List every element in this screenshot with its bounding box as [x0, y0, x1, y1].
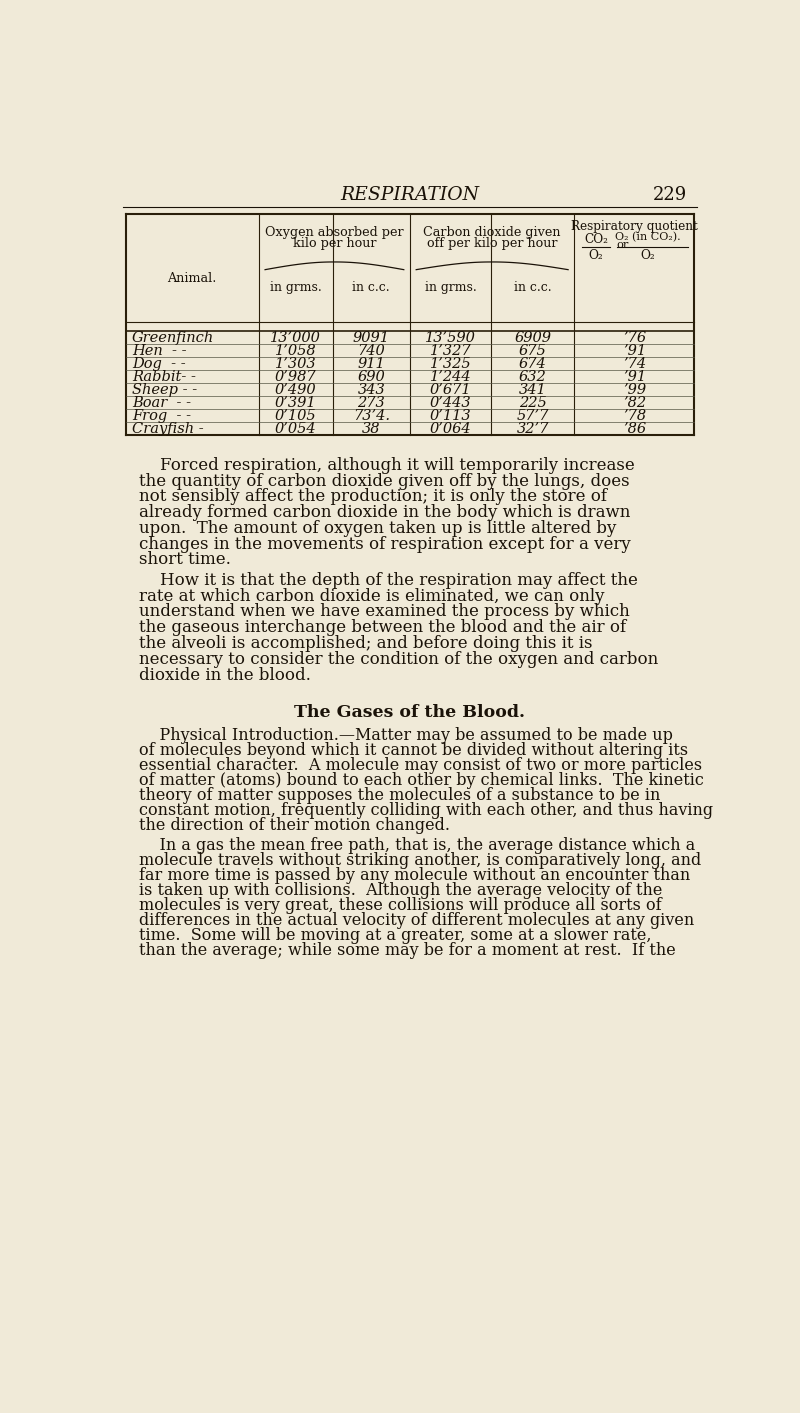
Text: short time.: short time. [138, 551, 230, 568]
Text: 73’4.: 73’4. [353, 408, 390, 422]
Text: ’86: ’86 [623, 421, 646, 435]
Text: off per kilo per hour: off per kilo per hour [427, 237, 558, 250]
Text: Sheep - -: Sheep - - [132, 383, 197, 397]
Text: in c.c.: in c.c. [353, 281, 390, 294]
Text: Carbon dioxide given: Carbon dioxide given [423, 226, 561, 239]
Text: 229: 229 [654, 187, 687, 203]
Text: 273: 273 [358, 396, 385, 410]
Text: Frog  - -: Frog - - [132, 408, 191, 422]
Text: 674: 674 [519, 356, 546, 370]
Text: The Gases of the Blood.: The Gases of the Blood. [294, 704, 526, 721]
Text: ’76: ’76 [623, 331, 646, 345]
Text: in grms.: in grms. [270, 281, 322, 294]
Text: ’99: ’99 [623, 383, 646, 397]
Text: How it is that the depth of the respiration may affect the: How it is that the depth of the respirat… [138, 572, 638, 589]
Text: 1’325: 1’325 [430, 356, 471, 370]
Text: not sensibly affect the production; it is only the store of: not sensibly affect the production; it i… [138, 489, 606, 506]
Text: kilo per hour: kilo per hour [293, 237, 376, 250]
Text: 0’490: 0’490 [275, 383, 317, 397]
Text: molecule travels without striking another, is comparatively long, and: molecule travels without striking anothe… [138, 852, 701, 869]
Text: O₂: O₂ [589, 249, 603, 261]
Text: dioxide in the blood.: dioxide in the blood. [138, 667, 310, 684]
Text: molecules is very great, these collisions will produce all sorts of: molecules is very great, these collision… [138, 897, 662, 914]
Text: 911: 911 [358, 356, 385, 370]
Text: RESPIRATION: RESPIRATION [341, 187, 479, 203]
Text: 632: 632 [519, 370, 546, 384]
Text: 13’590: 13’590 [426, 331, 476, 345]
Text: understand when we have examined the process by which: understand when we have examined the pro… [138, 603, 630, 620]
Text: ’91: ’91 [623, 343, 646, 357]
Text: 0’064: 0’064 [430, 421, 471, 435]
Text: theory of matter supposes the molecules of a substance to be in: theory of matter supposes the molecules … [138, 787, 660, 804]
Text: Physical Introduction.—Matter may be assumed to be made up: Physical Introduction.—Matter may be ass… [138, 728, 673, 745]
Text: ’78: ’78 [623, 408, 646, 422]
Text: the direction of their motion changed.: the direction of their motion changed. [138, 817, 450, 834]
Text: 690: 690 [358, 370, 385, 384]
Text: than the average; while some may be for a moment at rest.  If the: than the average; while some may be for … [138, 942, 675, 959]
Text: 0’054: 0’054 [275, 421, 317, 435]
Text: 675: 675 [519, 343, 546, 357]
Text: 0’113: 0’113 [430, 408, 471, 422]
Text: 13’000: 13’000 [270, 331, 321, 345]
Text: O₂: O₂ [641, 249, 655, 261]
Text: of matter (atoms) bound to each other by chemical links.  The kinetic: of matter (atoms) bound to each other by… [138, 771, 704, 788]
Text: upon.  The amount of oxygen taken up is little altered by: upon. The amount of oxygen taken up is l… [138, 520, 616, 537]
Text: changes in the movements of respiration except for a very: changes in the movements of respiration … [138, 536, 630, 552]
Text: O₂ (in CO₂).: O₂ (in CO₂). [615, 232, 681, 243]
Text: Oxygen absorbed per: Oxygen absorbed per [265, 226, 404, 239]
Text: 38: 38 [362, 421, 381, 435]
Text: Boar  - -: Boar - - [132, 396, 191, 410]
Text: Respiratory quotient: Respiratory quotient [571, 220, 698, 233]
Text: ’82: ’82 [623, 396, 646, 410]
Text: 9091: 9091 [353, 331, 390, 345]
Text: of molecules beyond which it cannot be divided without altering its: of molecules beyond which it cannot be d… [138, 742, 688, 759]
Text: the alveoli is accomplished; and before doing this it is: the alveoli is accomplished; and before … [138, 634, 592, 651]
Text: 341: 341 [519, 383, 546, 397]
Text: 1’244: 1’244 [430, 370, 471, 384]
Text: 0’443: 0’443 [430, 396, 471, 410]
Text: rate at which carbon dioxide is eliminated, we can only: rate at which carbon dioxide is eliminat… [138, 588, 604, 605]
Text: ’74: ’74 [623, 356, 646, 370]
Text: 0’105: 0’105 [275, 408, 317, 422]
Text: 6909: 6909 [514, 331, 551, 345]
Text: 0’671: 0’671 [430, 383, 471, 397]
Text: 740: 740 [358, 343, 385, 357]
Text: 32’7: 32’7 [517, 421, 549, 435]
Text: Greenfinch: Greenfinch [132, 331, 214, 345]
Text: time.  Some will be moving at a greater, some at a slower rate,: time. Some will be moving at a greater, … [138, 927, 651, 944]
Text: 343: 343 [358, 383, 385, 397]
Text: in c.c.: in c.c. [514, 281, 552, 294]
Text: is taken up with collisions.  Although the average velocity of the: is taken up with collisions. Although th… [138, 882, 662, 899]
Text: the quantity of carbon dioxide given off by the lungs, does: the quantity of carbon dioxide given off… [138, 472, 630, 489]
Text: Crayfish -: Crayfish - [132, 421, 203, 435]
Text: 0’391: 0’391 [275, 396, 317, 410]
Text: necessary to consider the condition of the oxygen and carbon: necessary to consider the condition of t… [138, 651, 658, 668]
Text: 1’058: 1’058 [275, 343, 317, 357]
Text: 1’327: 1’327 [430, 343, 471, 357]
Text: already formed carbon dioxide in the body which is drawn: already formed carbon dioxide in the bod… [138, 504, 630, 521]
Text: or: or [616, 240, 629, 250]
Text: in grms.: in grms. [425, 281, 477, 294]
Text: CO₂: CO₂ [584, 233, 608, 246]
Text: Dog  - -: Dog - - [132, 356, 186, 370]
Text: 225: 225 [519, 396, 546, 410]
Text: 0’987: 0’987 [275, 370, 317, 384]
Text: Animal.: Animal. [167, 273, 217, 285]
Text: Forced respiration, although it will temporarily increase: Forced respiration, although it will tem… [138, 456, 634, 473]
Text: Rabbit- -: Rabbit- - [132, 370, 196, 384]
Text: ’91: ’91 [623, 370, 646, 384]
Text: far more time is passed by any molecule without an encounter than: far more time is passed by any molecule … [138, 866, 690, 883]
Text: In a gas the mean free path, that is, the average distance which a: In a gas the mean free path, that is, th… [138, 836, 695, 853]
Text: 57’7: 57’7 [517, 408, 549, 422]
Text: differences in the actual velocity of different molecules at any given: differences in the actual velocity of di… [138, 911, 694, 928]
Text: constant motion, frequently colliding with each other, and thus having: constant motion, frequently colliding wi… [138, 803, 713, 820]
Text: 1’303: 1’303 [275, 356, 317, 370]
Text: the gaseous interchange between the blood and the air of: the gaseous interchange between the bloo… [138, 619, 626, 636]
Text: essential character.  A molecule may consist of two or more particles: essential character. A molecule may cons… [138, 757, 702, 774]
Text: Hen  - -: Hen - - [132, 343, 186, 357]
